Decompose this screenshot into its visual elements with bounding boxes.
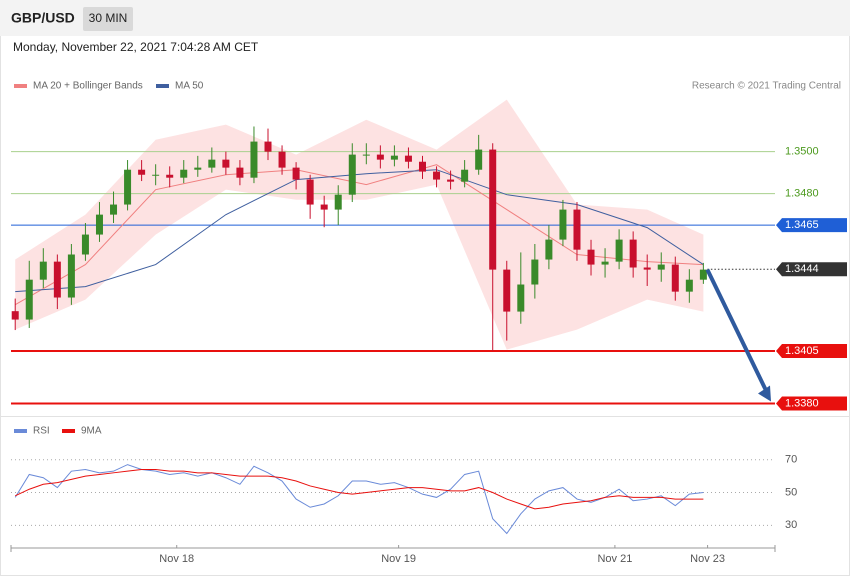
candle-body — [166, 174, 174, 178]
legend-swatch — [14, 84, 27, 88]
legend-label: MA 20 + Bollinger Bands — [33, 81, 143, 92]
candle-body — [292, 167, 300, 180]
candle-body — [531, 259, 539, 285]
ma-line — [15, 169, 704, 293]
candle-body — [685, 279, 693, 292]
candle-body — [222, 159, 230, 168]
candle-body — [236, 167, 244, 178]
legend-swatch — [156, 84, 169, 88]
timestamp: Monday, November 22, 2021 7:04:28 AM CET — [13, 40, 259, 54]
x-tick-label: Nov 21 — [597, 553, 632, 565]
level-label: 1.3405 — [785, 345, 819, 357]
candle-body — [250, 141, 258, 178]
y-tick-label: 50 — [785, 486, 797, 498]
level-label: 1.3444 — [785, 263, 819, 275]
level-tag — [776, 344, 847, 359]
candle-body — [447, 179, 455, 182]
candle-body — [67, 254, 75, 298]
legend-label: MA 50 — [175, 81, 204, 92]
y-tick-label: 30 — [785, 519, 797, 531]
candle-body — [601, 261, 609, 265]
credit: Research © 2021 Trading Central — [692, 81, 841, 92]
forecast-arrowhead — [758, 385, 771, 402]
candle-body — [124, 169, 132, 205]
level-tag — [776, 396, 847, 411]
symbol: GBP/USD — [11, 10, 75, 26]
candle-body — [461, 169, 469, 182]
legend-label: 9MA — [81, 426, 102, 437]
candle-body — [587, 249, 595, 265]
candle-body — [545, 239, 553, 260]
candle-body — [433, 171, 441, 180]
candle-body — [489, 149, 497, 270]
candle-body — [475, 149, 483, 170]
candle-body — [306, 179, 314, 205]
candle-body — [194, 167, 202, 170]
rsi-line — [14, 464, 704, 535]
level-tag — [776, 262, 847, 277]
candle-body — [671, 264, 679, 292]
candle-body — [629, 239, 637, 268]
candle-body — [376, 154, 384, 160]
interval-badge[interactable] — [83, 7, 133, 31]
candle-body — [39, 261, 47, 280]
bollinger-band — [15, 99, 704, 350]
candle-body — [390, 155, 398, 160]
candle-body — [264, 141, 272, 152]
candle-body — [348, 154, 356, 195]
candle-body — [152, 174, 160, 176]
legend-swatch — [62, 429, 75, 433]
level-label: 1.3500 — [785, 146, 819, 158]
candle-body — [334, 194, 342, 210]
candle-body — [81, 234, 89, 255]
ma-line — [14, 164, 704, 306]
rsi-line — [15, 469, 704, 510]
candle-body — [362, 154, 370, 156]
candle-body — [208, 159, 216, 168]
candle-body — [53, 261, 61, 298]
candle-body — [559, 209, 567, 240]
interval[interactable]: 30 MIN — [89, 11, 128, 25]
candle-body — [110, 204, 118, 215]
x-tick-label: Nov 19 — [381, 553, 416, 565]
candle-body — [320, 204, 328, 210]
candle-body — [95, 214, 103, 235]
level-label: 1.3465 — [785, 219, 819, 231]
candle-body — [418, 161, 426, 172]
candle-body — [25, 279, 33, 320]
y-tick-label: 70 — [785, 454, 797, 466]
legend-swatch — [14, 429, 27, 433]
level-label: 1.3380 — [785, 397, 819, 409]
candle-body — [180, 169, 188, 178]
legend-label: RSI — [33, 426, 50, 437]
candle-body — [573, 209, 581, 250]
candle-body — [278, 151, 286, 168]
x-tick-label: Nov 23 — [690, 553, 725, 565]
candle-body — [503, 269, 511, 312]
candle-body — [643, 267, 651, 270]
header-bar — [0, 0, 850, 36]
level-tag — [776, 218, 847, 233]
candle-body — [615, 239, 623, 262]
candle-body — [657, 264, 665, 270]
candle-body — [699, 269, 707, 280]
candle-body — [138, 169, 146, 175]
candle-body — [404, 155, 412, 162]
x-tick-label: Nov 18 — [159, 553, 194, 565]
candle-body — [11, 311, 19, 320]
candle-body — [517, 284, 525, 312]
level-label: 1.3480 — [785, 188, 819, 200]
forecast-arrow — [705, 268, 769, 394]
